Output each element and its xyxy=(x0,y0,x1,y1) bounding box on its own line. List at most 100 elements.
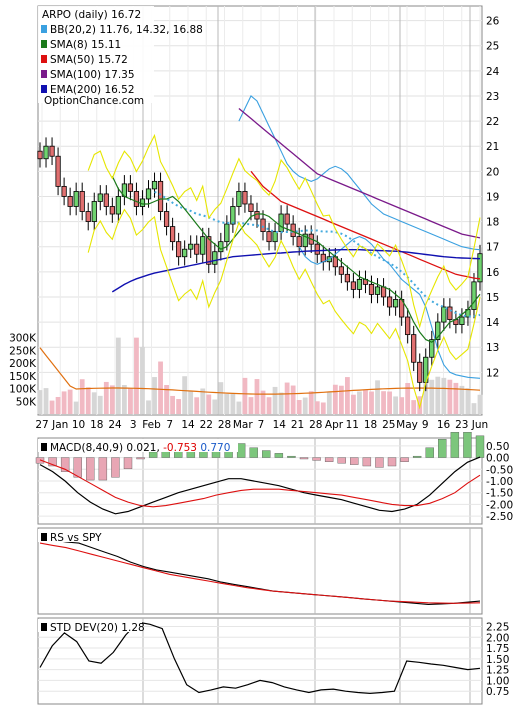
macd-line xyxy=(39,456,481,515)
volume-bar xyxy=(326,392,332,414)
watermark: OptionChance.com xyxy=(44,95,144,107)
volume-bar xyxy=(477,394,483,414)
candle-body xyxy=(206,236,212,265)
volume-bar xyxy=(212,399,218,414)
x-tick-label: Jun xyxy=(471,419,488,431)
volume-tick: 300K xyxy=(9,333,37,345)
envelope-lower-line xyxy=(87,208,481,410)
x-tick-label: 10 xyxy=(72,419,85,431)
volume-bar xyxy=(435,376,441,414)
candle-body xyxy=(145,188,152,200)
candle-body xyxy=(278,213,284,233)
macd-histogram-bar xyxy=(111,457,120,478)
volume-bar xyxy=(278,392,284,414)
macd-y-tick: -1.00 xyxy=(486,476,513,488)
candle-body xyxy=(260,218,266,233)
macd-histogram-bar xyxy=(324,457,334,462)
volume-bar xyxy=(79,379,85,414)
macd-histogram-bar xyxy=(400,457,409,462)
macd-y-tick: -1.50 xyxy=(486,488,513,500)
x-tick-label: May xyxy=(396,419,418,431)
candle-body xyxy=(380,286,387,298)
volume-bar xyxy=(170,395,176,414)
macd-histogram-bar xyxy=(274,453,284,458)
candle-body xyxy=(374,286,381,295)
rs-ma-line xyxy=(39,542,481,604)
bb-upper-line xyxy=(238,95,481,251)
macd-histogram-bar xyxy=(123,457,133,470)
volume-bar xyxy=(369,391,374,414)
candle-body xyxy=(441,306,447,323)
candle-body xyxy=(157,180,164,212)
x-tick-label: 11 xyxy=(346,419,359,431)
volume-bar xyxy=(248,397,254,414)
candle-body xyxy=(43,145,49,160)
x-tick-label: 3 xyxy=(130,419,137,431)
legend-label-bb: BB(20,2) 11.76, 14.32, 16.88 xyxy=(50,24,203,36)
macd-histogram-bar xyxy=(262,450,271,458)
stddev-panel: 2.252.001.751.501.251.000.75 STD DEV(20) … xyxy=(38,619,509,698)
price-legend: ARPO (daily) 16.72 BB(20,2) 11.76, 14.32,… xyxy=(41,9,203,96)
volume-tick: 200K xyxy=(9,358,37,370)
candle-body xyxy=(67,196,73,207)
volume-bar xyxy=(206,394,212,414)
stddev-y-tick: 1.50 xyxy=(486,654,509,666)
x-axis: 27 Jan 10 18 24 3 Feb 7 14 22 28 Mar 7 14 21 28 Apr 11 18 2… xyxy=(35,419,488,431)
volume-bar xyxy=(85,387,91,414)
macd-histogram-bar xyxy=(249,447,258,458)
volume-bar xyxy=(49,400,55,414)
candle-body xyxy=(182,248,188,258)
macd-histogram-bar xyxy=(312,457,321,461)
candle-body xyxy=(284,213,290,225)
candle-body xyxy=(103,193,109,207)
volume-bar xyxy=(188,391,194,414)
volume-bar xyxy=(55,396,61,414)
volume-bar xyxy=(332,384,338,414)
candle-body xyxy=(344,273,350,283)
candle-body xyxy=(85,211,91,222)
macd-histogram-bar xyxy=(425,447,434,458)
price-y-tick: 22 xyxy=(486,116,499,128)
candle-body xyxy=(411,334,417,363)
price-y-tick: 25 xyxy=(486,41,499,53)
candle-body xyxy=(429,339,435,358)
macd-y-tick: -2.50 xyxy=(486,511,513,523)
volume-bar xyxy=(399,397,405,414)
price-overlays xyxy=(87,95,481,410)
volume-bar xyxy=(363,389,368,414)
volume-bar xyxy=(344,377,350,414)
macd-swatch xyxy=(41,443,47,451)
stddev-y-tick: 2.00 xyxy=(486,632,509,644)
volume-bar xyxy=(218,382,224,414)
stddev-line xyxy=(39,621,481,695)
rs-swatch xyxy=(41,533,47,541)
candle-body xyxy=(477,253,483,283)
macd-histogram-bar xyxy=(236,443,246,458)
bb-lower-line xyxy=(298,236,481,379)
volume-average-line xyxy=(39,347,481,395)
volume-bar xyxy=(43,388,49,414)
volume-bar xyxy=(381,391,386,414)
volume-bar xyxy=(158,361,163,414)
stddev-label-bg xyxy=(38,619,142,632)
candle-body xyxy=(314,243,320,255)
x-tick-label: 18 xyxy=(90,419,103,431)
ema200-line xyxy=(111,248,481,293)
macd-histogram-bar xyxy=(299,457,309,460)
candle-body xyxy=(115,196,121,215)
macd-histogram-bar xyxy=(350,457,359,465)
macd-histogram-bar xyxy=(48,457,57,467)
volume-bar xyxy=(423,382,429,414)
stddev-y-tick: 1.25 xyxy=(486,665,509,677)
volume-bar xyxy=(453,382,459,414)
volume-bar xyxy=(242,377,248,414)
macd-histogram-bar xyxy=(387,457,397,467)
volume-bar xyxy=(465,388,471,414)
volume-bar xyxy=(134,337,139,414)
x-tick-label: 25 xyxy=(382,419,395,431)
legend-background xyxy=(38,6,154,103)
macd-label-text: MACD(8,40,9) 0.021, xyxy=(50,442,163,454)
macd-y-tick: -0.50 xyxy=(486,464,513,476)
